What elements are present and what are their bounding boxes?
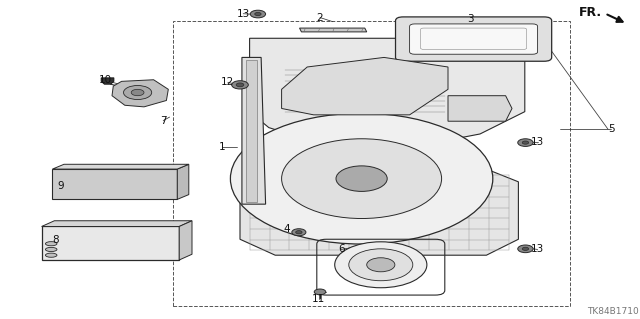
Circle shape (335, 242, 427, 288)
Polygon shape (240, 169, 518, 255)
Circle shape (336, 166, 387, 191)
Text: 3: 3 (467, 14, 474, 24)
Text: 13: 13 (531, 244, 544, 255)
Text: 13: 13 (237, 9, 250, 19)
Text: 4: 4 (284, 224, 290, 234)
Polygon shape (52, 164, 189, 169)
FancyBboxPatch shape (396, 17, 552, 61)
Circle shape (314, 289, 326, 295)
Bar (42, 226, 179, 260)
Text: 7: 7 (160, 115, 166, 126)
Polygon shape (101, 78, 114, 84)
Bar (246, 60, 257, 202)
Circle shape (230, 113, 493, 244)
Text: 5: 5 (608, 124, 614, 134)
Polygon shape (112, 80, 168, 107)
Ellipse shape (45, 253, 57, 257)
Circle shape (518, 139, 533, 146)
Polygon shape (282, 57, 448, 115)
Polygon shape (179, 221, 192, 260)
Circle shape (236, 83, 244, 87)
Polygon shape (242, 57, 266, 204)
Circle shape (522, 247, 529, 250)
Circle shape (292, 229, 306, 236)
Text: 10: 10 (99, 75, 112, 85)
Circle shape (518, 245, 533, 253)
Circle shape (522, 141, 529, 144)
Text: 6: 6 (338, 244, 344, 255)
Circle shape (367, 258, 395, 272)
Text: 2: 2 (317, 12, 323, 23)
Circle shape (282, 139, 442, 219)
Circle shape (349, 249, 413, 281)
Circle shape (232, 81, 248, 89)
Polygon shape (177, 164, 189, 199)
Text: 12: 12 (221, 77, 234, 87)
Circle shape (255, 12, 261, 16)
Circle shape (124, 85, 152, 100)
Text: 8: 8 (52, 235, 59, 245)
Polygon shape (42, 221, 192, 226)
Ellipse shape (45, 242, 57, 246)
Circle shape (131, 89, 144, 96)
Text: FR.: FR. (579, 6, 602, 19)
Ellipse shape (45, 248, 57, 251)
Text: 13: 13 (531, 137, 544, 147)
Text: TK84B1710: TK84B1710 (587, 307, 639, 316)
FancyBboxPatch shape (410, 24, 538, 54)
Text: 9: 9 (58, 181, 64, 191)
Text: 11: 11 (312, 294, 325, 304)
Polygon shape (300, 28, 367, 32)
Circle shape (250, 10, 266, 18)
Bar (52, 169, 177, 199)
Text: 1: 1 (219, 142, 225, 152)
Circle shape (296, 231, 302, 234)
Polygon shape (448, 96, 512, 121)
Bar (173, 21, 570, 306)
Polygon shape (250, 38, 525, 150)
